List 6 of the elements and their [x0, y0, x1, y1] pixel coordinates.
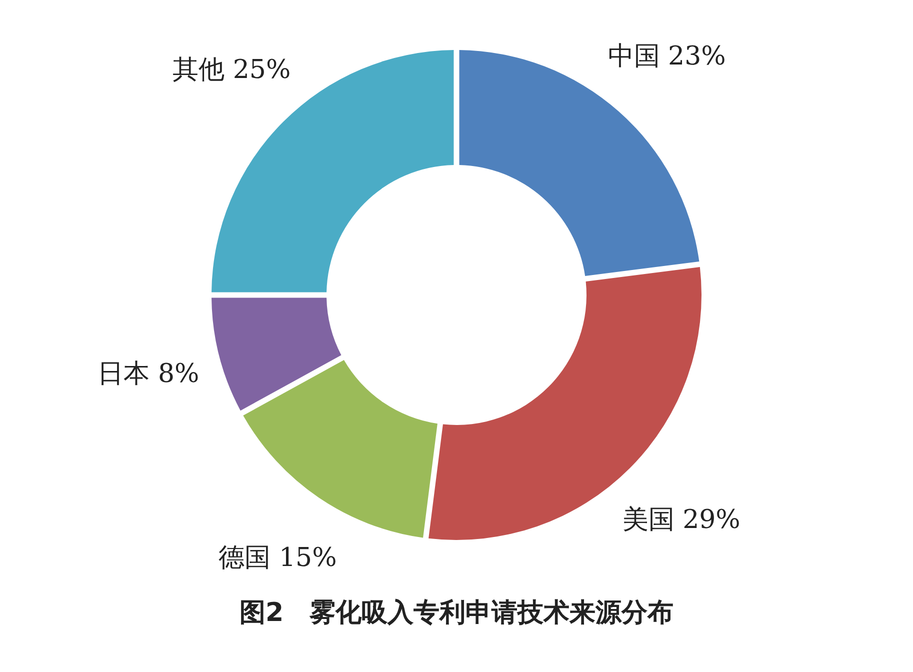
slice-label: 德国 15%: [218, 543, 337, 574]
slice-label: 其他 25%: [172, 55, 291, 86]
slice-label: 日本 8%: [98, 359, 200, 390]
slice-label: 中国 23%: [608, 41, 726, 72]
text: 图2 雾化吸入专利申请技术来源分布: [239, 598, 674, 628]
slice-label: 美国 29%: [622, 504, 740, 535]
